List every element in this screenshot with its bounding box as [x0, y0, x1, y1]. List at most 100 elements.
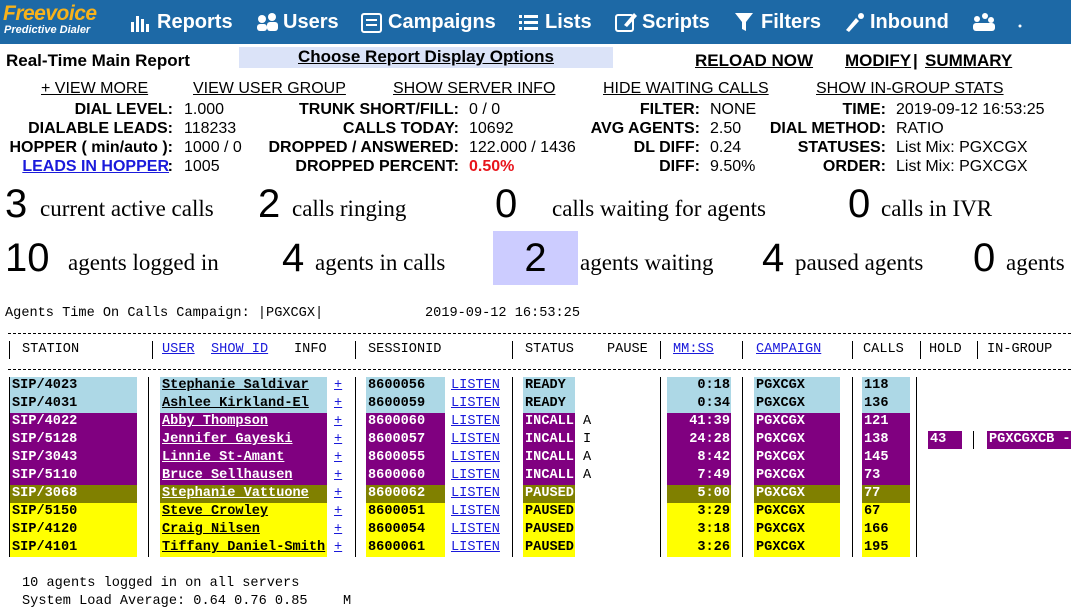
campaign-cell: PGXCGX: [756, 450, 805, 465]
reload-link[interactable]: RELOAD NOW: [695, 51, 814, 70]
column-rule: [660, 503, 661, 521]
column-header[interactable]: CAMPAIGN: [756, 342, 822, 357]
options-link[interactable]: Choose Report Display Options: [298, 47, 554, 66]
listen-link[interactable]: LISTEN: [451, 504, 500, 519]
column-rule: [512, 467, 513, 485]
user-cell[interactable]: Craig Nilsen: [162, 522, 260, 537]
column-rule: [660, 341, 661, 359]
info-link[interactable]: +: [334, 486, 343, 501]
nav-item[interactable]: Lists: [545, 11, 592, 33]
option-link[interactable]: + VIEW MORE: [41, 80, 149, 97]
column-header[interactable]: SHOW ID: [211, 342, 269, 357]
listen-link[interactable]: LISTEN: [451, 396, 500, 411]
station-cell: SIP/4031: [12, 396, 78, 411]
option-link[interactable]: SHOW SERVER INFO: [393, 80, 556, 97]
pause-cell: A: [583, 414, 592, 429]
listen-link[interactable]: LISTEN: [451, 522, 500, 537]
column-header[interactable]: MM:SS: [673, 342, 714, 357]
user-cell[interactable]: Stephanie Vattuone: [162, 486, 309, 501]
user-cell[interactable]: Ashlee Kirkland-El: [162, 396, 309, 411]
info-link[interactable]: +: [334, 504, 343, 519]
info-link[interactable]: +: [334, 450, 343, 465]
logo-tagline: Predictive Dialer: [4, 24, 91, 36]
footer-mark: M: [343, 594, 352, 609]
info-link[interactable]: +: [334, 540, 343, 555]
counter-value: 0: [973, 236, 996, 280]
calls-cell: 136: [864, 396, 889, 411]
user-cell[interactable]: Abby Thompson: [162, 414, 269, 429]
column-rule: [148, 449, 149, 467]
user-cell[interactable]: Stephanie Saldivar: [162, 378, 309, 393]
cell-bg: [754, 485, 840, 503]
info-link[interactable]: +: [334, 522, 343, 537]
nav-item[interactable]: Scripts: [642, 11, 710, 33]
listen-link[interactable]: LISTEN: [451, 468, 500, 483]
user-cell[interactable]: Jennifer Gayeski: [162, 432, 293, 447]
info-link[interactable]: +: [334, 396, 343, 411]
summary-link[interactable]: SUMMARY: [925, 51, 1013, 70]
option-link[interactable]: SHOW IN-GROUP STATS: [816, 80, 1004, 97]
calls-cell: 138: [864, 432, 889, 447]
session-cell: 8600062: [368, 486, 426, 501]
time-cell: 0:34: [697, 396, 730, 411]
user-cell[interactable]: Steve Crowley: [162, 504, 269, 519]
user-cell[interactable]: Tiffany Daniel-Smith: [162, 540, 326, 555]
option-link[interactable]: VIEW USER GROUP: [193, 80, 346, 97]
stat-value: 2019-09-12 16:53:25: [896, 101, 1045, 118]
info-link[interactable]: +: [334, 432, 343, 447]
modify-link[interactable]: MODIFY: [845, 51, 912, 70]
listen-link[interactable]: LISTEN: [451, 378, 500, 393]
column-rule: [742, 539, 743, 557]
cell-bg: [160, 395, 327, 413]
time-cell: 8:42: [697, 450, 730, 465]
user-cell[interactable]: Linnie St-Amant: [162, 450, 285, 465]
nav-item[interactable]: Filters: [761, 11, 822, 33]
nav-item[interactable]: Inbound: [870, 11, 949, 33]
listen-link[interactable]: LISTEN: [451, 486, 500, 501]
stat-label: STATUSES:: [797, 139, 886, 156]
user-cell[interactable]: Bruce Sellhausen: [162, 468, 293, 483]
listen-link[interactable]: LISTEN: [451, 414, 500, 429]
cell-bg: [862, 521, 910, 539]
column-rule: [916, 377, 917, 395]
nav-item[interactable]: Users: [283, 11, 339, 33]
station-cell: SIP/3068: [12, 486, 78, 501]
calls-cell: 121: [864, 414, 889, 429]
status-cell: PAUSED: [525, 522, 574, 537]
cell-bg: [754, 503, 840, 521]
column-rule: [852, 503, 853, 521]
cell-bg: [160, 467, 327, 485]
ingroup-cell: PGXCGXCB -: [989, 432, 1071, 447]
logo[interactable]: Freevoice: [3, 2, 97, 25]
pause-cell: A: [583, 450, 592, 465]
stat-label: DROPPED / ANSWERED:: [268, 139, 459, 156]
cell-bg: [366, 467, 445, 485]
column-header[interactable]: USER: [162, 342, 195, 357]
stat-label[interactable]: LEADS IN HOPPER: [22, 158, 169, 175]
status-cell: PAUSED: [525, 486, 574, 501]
nav-item[interactable]: Campaigns: [388, 11, 496, 33]
nav-icons: [131, 13, 1022, 33]
cell-bg: [987, 431, 1071, 449]
info-link[interactable]: +: [334, 378, 343, 393]
status-cell: PAUSED: [525, 504, 574, 519]
nav-item[interactable]: Reports: [157, 11, 233, 33]
column-rule: [9, 485, 10, 503]
info-link[interactable]: +: [334, 468, 343, 483]
column-rule: [660, 449, 661, 467]
column-rule: [852, 395, 853, 413]
counter-value: 2: [258, 182, 281, 226]
cell-bg: [667, 503, 731, 521]
cell-bg: [754, 449, 840, 467]
listen-link[interactable]: LISTEN: [451, 540, 500, 555]
cell-bg: [523, 485, 575, 503]
cell-bg: [10, 431, 137, 449]
column-rule: [9, 521, 10, 539]
listen-link[interactable]: LISTEN: [451, 432, 500, 447]
column-rule: [9, 431, 10, 449]
option-link[interactable]: HIDE WAITING CALLS: [603, 80, 769, 97]
campaign-cell: PGXCGX: [756, 540, 805, 555]
info-link[interactable]: +: [334, 414, 343, 429]
listen-link[interactable]: LISTEN: [451, 450, 500, 465]
cell-bg: [928, 431, 962, 449]
